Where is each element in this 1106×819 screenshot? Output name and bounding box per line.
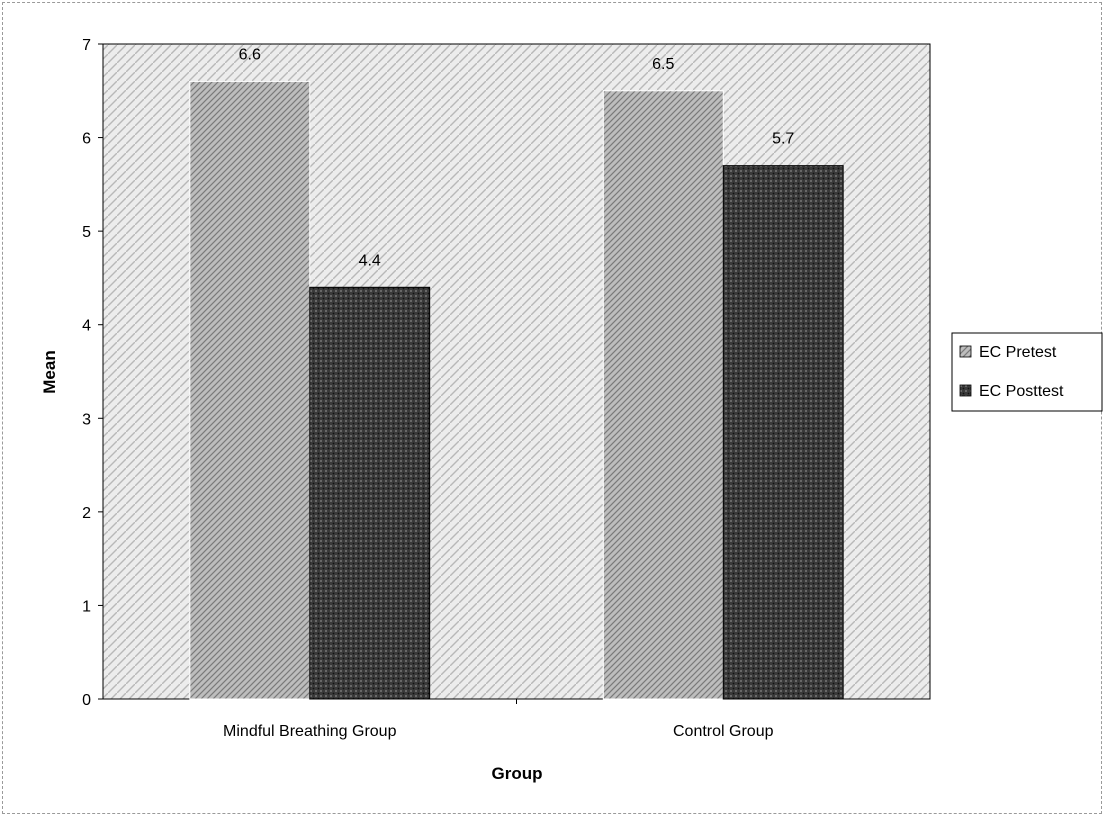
legend-label-pretest: EC Pretest (979, 344, 1057, 361)
bar-pretest (189, 80, 311, 700)
bar-data-label: 4.4 (359, 252, 381, 269)
y-tick-label: 6 (82, 131, 91, 148)
bar-data-label: 6.6 (239, 46, 261, 63)
data-labels-group: 6.6 4.4 6.5 5.7 (239, 46, 795, 269)
x-axis-ticks: Mindful Breathing Group Control Group (223, 699, 774, 740)
bar-data-label: 5.7 (772, 131, 794, 148)
y-axis-ticks: 0 1 2 3 4 5 6 7 (82, 37, 103, 709)
y-tick-label: 1 (82, 598, 91, 615)
y-tick-label: 3 (82, 411, 91, 428)
legend-swatch-posttest (959, 384, 972, 397)
x-tick-label: Mindful Breathing Group (223, 723, 397, 740)
bar-data-label: 6.5 (652, 56, 674, 73)
bar-posttest (722, 165, 844, 700)
y-tick-label: 2 (82, 505, 91, 522)
y-tick-label: 7 (82, 37, 91, 54)
y-tick-label: 4 (82, 318, 91, 335)
x-tick-label: Control Group (673, 723, 774, 740)
y-tick-label: 5 (82, 224, 91, 241)
bars-group (189, 80, 844, 700)
legend: EC Pretest EC Posttest (951, 332, 1103, 412)
x-axis-title: Group (492, 764, 543, 783)
y-tick-label: 0 (82, 692, 91, 709)
legend-label-posttest: EC Posttest (979, 383, 1064, 400)
legend-box (951, 332, 1103, 412)
y-axis-title: Mean (40, 350, 59, 393)
bar-pretest (602, 90, 724, 700)
bar-posttest (309, 286, 431, 700)
legend-swatch-pretest (959, 345, 972, 358)
